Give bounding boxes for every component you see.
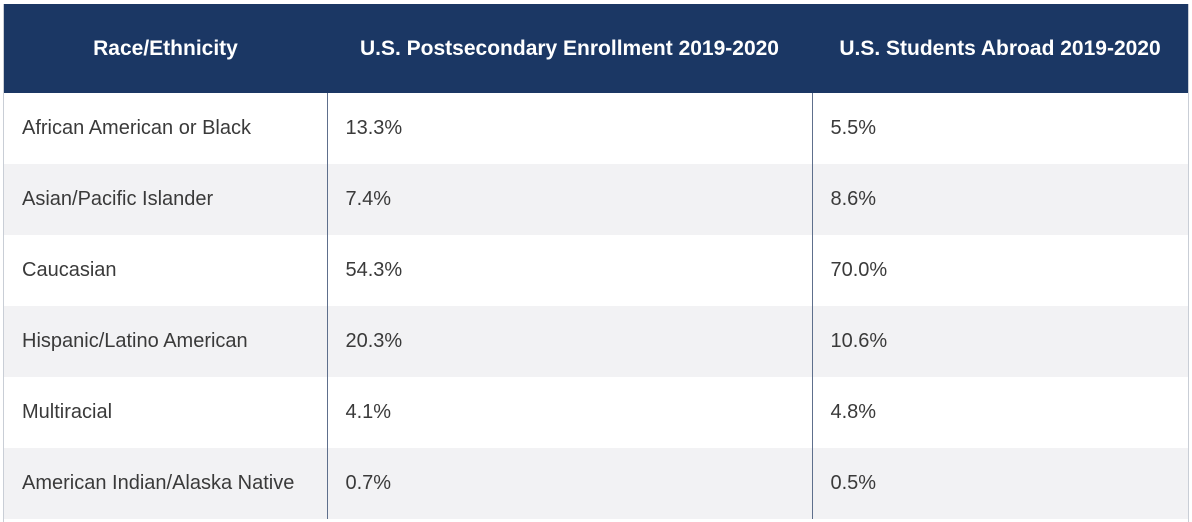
table-row: Hispanic/Latino American 20.3% 10.6% <box>4 306 1188 377</box>
race-ethnicity-cell: Caucasian <box>22 259 117 281</box>
header-postsecondary-enrollment: U.S. Postsecondary Enrollment 2019-2020 <box>327 4 812 93</box>
table-header-row: Race/Ethnicity U.S. Postsecondary Enroll… <box>4 4 1188 93</box>
header-students-abroad: U.S. Students Abroad 2019-2020 <box>812 4 1188 93</box>
race-ethnicity-cell: Multiracial <box>22 401 113 423</box>
enrollment-cell: 4.1% <box>326 377 812 448</box>
table-row: Asian/Pacific Islander 7.4% 8.6% <box>4 164 1188 235</box>
abroad-cell: 5.5% <box>811 93 1188 164</box>
enrollment-cell: 0.7% <box>326 448 812 519</box>
enrollment-cell: 54.3% <box>326 235 812 306</box>
enrollment-table: Race/Ethnicity U.S. Postsecondary Enroll… <box>4 4 1188 519</box>
race-ethnicity-cell: American Indian/Alaska Native <box>4 448 327 519</box>
enrollment-cell: 20.3% <box>326 306 812 377</box>
abroad-cell: 4.8% <box>811 377 1188 448</box>
race-ethnicity-cell: Asian/Pacific Islander <box>4 164 327 235</box>
abroad-cell: 0.5% <box>811 448 1188 519</box>
enrollment-cell: 7.4% <box>326 164 812 235</box>
table-row: African American or Black 13.3% 5.5% <box>4 93 1188 164</box>
table-row: American Indian/Alaska Native 0.7% 0.5% <box>4 448 1188 519</box>
header-race-ethnicity: Race/Ethnicity <box>4 4 327 93</box>
abroad-cell: 10.6% <box>811 306 1188 377</box>
enrollment-table-container: Race/Ethnicity U.S. Postsecondary Enroll… <box>3 4 1189 522</box>
race-ethnicity-cell: African American or Black <box>22 117 251 139</box>
table-row: Multiracial 4.1% 4.8% <box>4 377 1188 448</box>
abroad-cell: 8.6% <box>811 164 1188 235</box>
abroad-cell: 70.0% <box>811 235 1188 306</box>
table-row: Caucasian 54.3% 70.0% <box>4 235 1188 306</box>
race-ethnicity-cell: Hispanic/Latino American <box>4 306 327 377</box>
enrollment-cell: 13.3% <box>326 93 812 164</box>
